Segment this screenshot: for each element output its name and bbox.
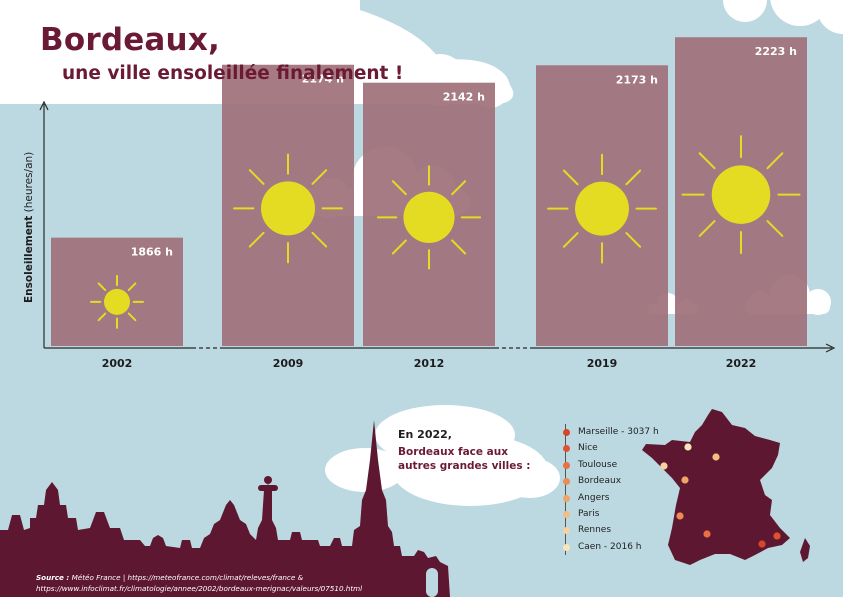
- source-line-1: Météo France | https://meteofrance.com/c…: [69, 573, 304, 582]
- sun-icon: [90, 274, 144, 329]
- legend-label: Angers: [578, 492, 610, 503]
- sun-icon: [232, 153, 344, 264]
- france-map: [642, 409, 810, 565]
- x-tick-2012: 2012: [414, 357, 445, 370]
- sun-ray: [625, 232, 642, 248]
- sun-core: [260, 181, 316, 236]
- y-axis-arrow: [39, 100, 49, 111]
- legend-item: Toulouse: [562, 457, 659, 473]
- sun-core: [711, 165, 771, 224]
- legend-item: Nice: [562, 440, 659, 456]
- x-tick-2002: 2002: [102, 357, 133, 370]
- x-axis-arrow: [825, 343, 836, 353]
- sun-ray: [562, 169, 579, 186]
- monument-statue: [258, 485, 278, 491]
- sun-ray: [698, 220, 716, 237]
- y-axis-label-unit: (heures/an): [23, 151, 35, 216]
- legend-item: Angers: [562, 490, 659, 506]
- sun-core: [403, 191, 455, 243]
- legend-dot: [562, 429, 570, 436]
- sun-core: [104, 288, 130, 315]
- sun-ray: [311, 169, 328, 185]
- legend-label: Paris: [578, 508, 600, 519]
- legend-label: Rennes: [578, 525, 612, 536]
- legend-item: Rennes: [562, 522, 659, 538]
- map-city-dots: [660, 443, 781, 548]
- sun-ray: [625, 169, 642, 186]
- x-tick-2019: 2019: [587, 357, 618, 370]
- source-note: Source : Météo France | https://meteofra…: [36, 572, 362, 594]
- sun-ray: [391, 239, 407, 255]
- y-axis-label: Ensoleillement (heures/an): [23, 152, 35, 303]
- sun-core: [575, 181, 629, 236]
- sun-ray: [248, 231, 265, 248]
- value-label-2012: 2142 h: [443, 91, 485, 104]
- sun-ray: [248, 169, 265, 185]
- dot-marseille: [758, 540, 766, 548]
- legend-label: Bordeaux: [578, 476, 622, 487]
- page-title: Bordeaux,: [40, 22, 220, 58]
- dot-rennes: [660, 462, 668, 470]
- dot-paris: [712, 453, 720, 461]
- sun-ray: [451, 180, 467, 196]
- y-axis-label-bold: Ensoleillement: [23, 215, 35, 303]
- sun-ray: [97, 312, 107, 322]
- sun-icon: [547, 153, 657, 264]
- x-tick-2022: 2022: [726, 357, 757, 370]
- legend-dot: [562, 527, 570, 535]
- page-subtitle: une ville ensoleillée finalement !: [62, 63, 404, 84]
- legend-dot: [562, 445, 570, 453]
- legend-dot: [562, 461, 570, 469]
- sun-icon: [376, 165, 482, 270]
- cloud-bottom: [325, 405, 560, 506]
- cloud-top-right: [723, 0, 843, 34]
- value-label-2019: 2173 h: [616, 73, 658, 86]
- legend-label: Caen - 2016 h: [578, 541, 642, 552]
- legend-dot: [562, 478, 570, 486]
- source-label: Source :: [36, 573, 70, 582]
- legend-dot: [562, 510, 570, 518]
- legend-label: Nice: [578, 443, 598, 454]
- sun-ray: [391, 180, 407, 196]
- sun-ray: [311, 231, 328, 248]
- sun-ray: [451, 239, 467, 255]
- callout-text: Bordeaux face aux autres grandes villes …: [398, 446, 531, 472]
- sun-icon: [681, 135, 801, 255]
- legend-item: Caen - 2016 h: [562, 539, 659, 555]
- sun-ray: [562, 232, 579, 248]
- dot-caen: [684, 443, 692, 451]
- bar-chart: 1866 h 2002 2174 h 2009 2142 h 2012 2173 h 2019…: [51, 37, 807, 370]
- chart-axes: [39, 100, 836, 353]
- arch-window: [426, 568, 438, 597]
- legend-item: Paris: [562, 506, 659, 522]
- bordeaux-skyline: [0, 420, 450, 597]
- sun-ray: [766, 152, 784, 170]
- source-line-2: https://www.infoclimat.fr/climatologie/a…: [36, 584, 363, 593]
- legend-dot: [562, 543, 570, 551]
- legend-dot: [562, 494, 570, 502]
- sun-ray: [698, 152, 716, 170]
- value-label-2009: 2174 h: [302, 73, 344, 86]
- legend-item: Marseille - 3037 h: [562, 424, 659, 440]
- dot-nice: [773, 532, 781, 540]
- callout-title: En 2022,: [398, 428, 452, 441]
- legend-label: Toulouse: [578, 459, 618, 470]
- sun-ray: [127, 282, 137, 292]
- dot-toulouse: [703, 530, 711, 538]
- city-legend: Marseille - 3037 h Nice Toulouse Bordeaux An…: [562, 424, 659, 556]
- sun-ray: [766, 220, 784, 237]
- value-label-2022: 2223 h: [755, 45, 797, 58]
- legend-item: Bordeaux: [562, 473, 659, 489]
- x-tick-2009: 2009: [273, 357, 304, 370]
- dot-angers: [681, 476, 689, 484]
- sun-ray: [127, 312, 137, 322]
- value-label-2002: 1866 h: [131, 246, 173, 259]
- sun-ray: [97, 282, 107, 292]
- corsica: [800, 538, 810, 562]
- legend-label: Marseille - 3037 h: [578, 427, 659, 437]
- dot-bordeaux: [676, 512, 684, 520]
